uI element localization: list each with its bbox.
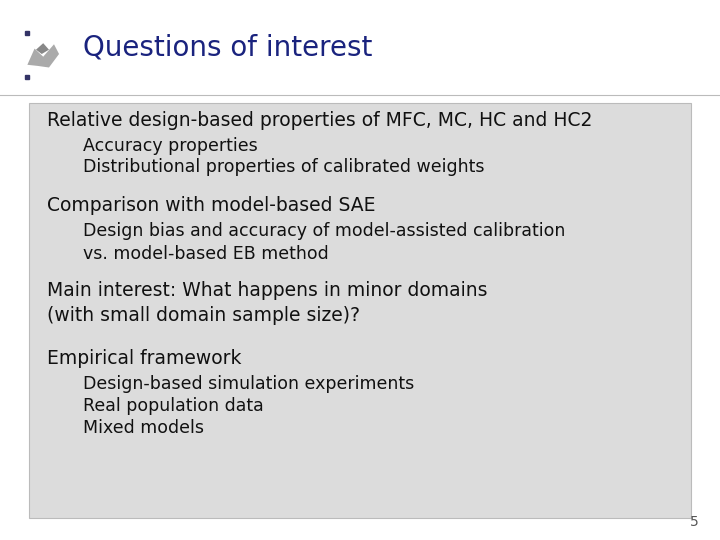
Text: Questions of interest: Questions of interest [83, 33, 372, 61]
Text: Design bias and accuracy of model-assisted calibration
vs. model-based EB method: Design bias and accuracy of model-assist… [83, 222, 565, 263]
Text: Main interest: What happens in minor domains
(with small domain sample size)?: Main interest: What happens in minor dom… [47, 281, 487, 325]
Text: Distributional properties of calibrated weights: Distributional properties of calibrated … [83, 158, 485, 176]
Text: Accuracy properties: Accuracy properties [83, 137, 258, 154]
FancyBboxPatch shape [29, 103, 691, 518]
Text: Design-based simulation experiments: Design-based simulation experiments [83, 375, 414, 393]
FancyBboxPatch shape [0, 0, 720, 94]
Text: Empirical framework: Empirical framework [47, 349, 241, 368]
Polygon shape [27, 44, 59, 68]
Text: Real population data: Real population data [83, 397, 264, 415]
Text: Relative design-based properties of MFC, MC, HC and HC2: Relative design-based properties of MFC,… [47, 111, 592, 130]
Polygon shape [36, 43, 49, 54]
Text: Comparison with model-based SAE: Comparison with model-based SAE [47, 196, 375, 215]
Text: 5: 5 [690, 515, 698, 529]
Text: Mixed models: Mixed models [83, 418, 204, 436]
